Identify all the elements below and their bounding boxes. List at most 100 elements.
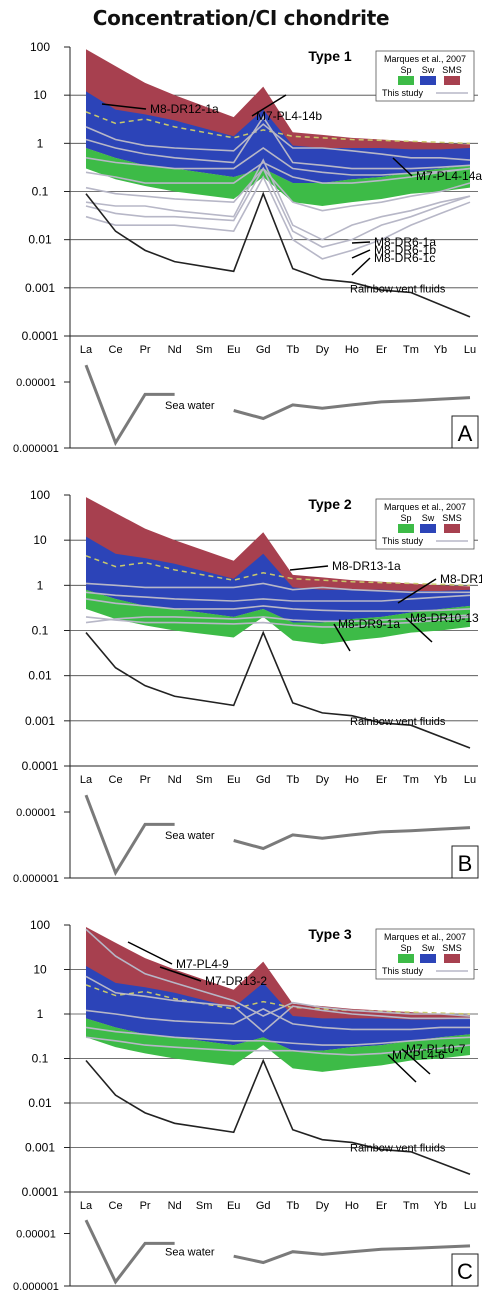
annotation-label: M7-PL4-14a [416,169,482,183]
y-tick-label: 0.0001 [22,1185,59,1199]
this-study-line [85,158,471,241]
x-tick-label: Er [376,774,387,786]
annotation-label: M7-PL4-14b [256,109,322,123]
legend-swatch-sms [444,954,460,963]
figure-title: Concentration/CI chondrite [92,6,390,30]
x-tick-label: Gd [256,774,271,786]
y-tick-label: 0.001 [25,281,55,295]
annotation-leader [397,578,437,604]
y-tick-label: 0.01 [28,1096,52,1110]
sea-water-line [84,364,175,447]
this-study-line [85,598,471,612]
this-study-line [85,166,471,248]
x-tick-label: Tb [286,1200,299,1212]
y-tick-label: 100 [30,488,50,502]
fluids-label: Rainbow vent fluids [350,1142,446,1154]
y-tick-label: 0.001 [25,714,55,728]
sea-water-label: Sea water [165,400,215,412]
y-tick-label: 1 [37,136,44,150]
annotation-label: M7-PL4-6 [392,1048,445,1062]
y-tick-label: 0.1 [32,624,49,638]
sea-water-line [84,1219,175,1285]
y-tick-label: 0.001 [25,1141,55,1155]
x-tick-label: Pr [140,774,151,786]
this-study-line [85,161,471,184]
panel-B: 100 10 1 0.1 0.01 0.001 0.0001 La Ce Pr Nd Sm Eu Gd Tb… [13,488,482,885]
this-study-line [85,167,471,212]
x-tick-label: Yb [434,1200,447,1212]
this-study-line [85,115,471,170]
this-study-line [85,1008,470,1031]
sea-water-line [84,794,175,877]
y-tick-label: 10 [33,963,47,977]
rainbow-vent-fluids-line [85,191,471,318]
sea-water-line [233,826,471,851]
annotation-leader [289,565,329,571]
x-tick-label: Lu [464,1200,476,1212]
this-study-line [85,928,471,1017]
x-tick-label: Eu [227,344,240,356]
x-tick-label: Gd [256,1200,271,1212]
envelope-sw [86,91,470,184]
annotation-label: M8-DR6-1b [374,243,436,257]
sea-water-line [233,1244,471,1265]
this-study-line [85,123,471,161]
panel-letter: A [458,421,473,446]
legend-sms: SMS [442,513,462,523]
annotation-leader [127,941,173,965]
legend-this-study: This study [382,536,424,546]
y-tick-label: 10 [33,88,47,102]
panel-subtitle: Type 1 [308,48,352,64]
sea-y-tick-label: 0.000001 [13,1281,59,1292]
sea-water-line [233,396,471,421]
annotation-leader [333,623,351,652]
legend-sp: Sp [400,943,411,953]
x-tick-label: Ho [345,1200,359,1212]
sea-y-tick-label: 0.00001 [16,1229,56,1241]
legend-swatch-sms [444,524,460,533]
x-tick-label: Lu [464,774,476,786]
x-tick-label: Er [376,344,387,356]
this-study-line [85,614,471,624]
annotation-leader [351,241,371,244]
legend-sp: Sp [400,513,411,523]
sea-water-label: Sea water [165,830,215,842]
x-tick-label: Tb [286,344,299,356]
legend-source: Marques et al., 2007 [384,502,466,512]
envelope-sp [86,1018,470,1072]
sea-y-tick-label: 0.00001 [16,807,56,819]
y-tick-label: 0.0001 [22,759,59,773]
envelope-sp [86,148,470,206]
sea-y-tick-label: 0.000001 [13,443,59,455]
annotation-leader [351,257,371,276]
x-tick-label: Dy [316,774,330,786]
this-study-line [85,1036,471,1056]
this-study-line [85,591,471,602]
x-tick-label: Tm [403,1200,419,1212]
annotation-label: M8-DR12-4a [440,572,482,586]
legend-this-study: This study [382,966,424,976]
x-tick-label: Yb [434,344,447,356]
legend-sms: SMS [442,943,462,953]
legend-swatch-sp [398,76,414,85]
annotation-label: M8-DR9-1a [338,617,400,631]
x-tick-label: Ce [109,774,123,786]
panel-subtitle: Type 2 [308,496,352,512]
fluids-label: Rainbow vent fluids [350,284,446,296]
rainbow-vent-fluids-line [85,1058,471,1176]
x-tick-label: Yb [434,774,447,786]
this-study-line [85,1026,471,1046]
x-tick-label: Nd [168,344,182,356]
x-tick-label: Tm [403,774,419,786]
legend-swatch-sp [398,954,414,963]
this-study-line [85,147,471,176]
y-tick-label: 10 [33,533,47,547]
x-tick-label: Sm [196,344,213,356]
x-tick-label: Gd [256,344,271,356]
y-tick-label: 100 [30,918,50,932]
annotation-label: M7-PL4-9 [176,957,229,971]
x-tick-label: La [80,774,93,786]
legend-sw: Sw [422,65,435,75]
